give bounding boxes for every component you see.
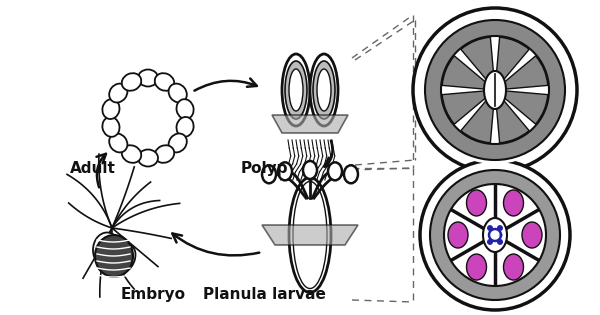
Circle shape <box>427 167 563 303</box>
Ellipse shape <box>93 232 121 267</box>
Ellipse shape <box>100 237 125 269</box>
Circle shape <box>420 160 570 310</box>
Ellipse shape <box>155 145 174 163</box>
Ellipse shape <box>115 245 136 273</box>
Polygon shape <box>262 225 358 245</box>
Ellipse shape <box>103 99 119 119</box>
Ellipse shape <box>303 161 317 179</box>
Ellipse shape <box>467 254 487 280</box>
Ellipse shape <box>109 83 127 102</box>
Ellipse shape <box>293 181 327 289</box>
Ellipse shape <box>138 70 158 87</box>
Circle shape <box>497 225 503 231</box>
Circle shape <box>487 225 493 231</box>
Ellipse shape <box>503 190 523 216</box>
Ellipse shape <box>122 145 141 163</box>
Circle shape <box>413 8 577 172</box>
Circle shape <box>441 36 549 144</box>
Ellipse shape <box>483 218 507 252</box>
Circle shape <box>497 239 503 245</box>
Circle shape <box>444 184 546 286</box>
Ellipse shape <box>107 241 130 271</box>
Ellipse shape <box>278 162 292 180</box>
Text: Embryo: Embryo <box>121 287 185 302</box>
Ellipse shape <box>467 190 487 216</box>
Wedge shape <box>442 90 495 124</box>
Ellipse shape <box>522 222 542 248</box>
Circle shape <box>421 16 569 164</box>
Ellipse shape <box>344 165 358 183</box>
Ellipse shape <box>285 61 307 119</box>
Ellipse shape <box>169 134 187 152</box>
Wedge shape <box>495 90 529 143</box>
Ellipse shape <box>317 69 331 111</box>
Ellipse shape <box>109 134 127 152</box>
Ellipse shape <box>95 235 133 277</box>
Wedge shape <box>495 37 529 90</box>
Ellipse shape <box>169 83 187 102</box>
Ellipse shape <box>503 254 523 280</box>
Wedge shape <box>442 56 495 90</box>
Wedge shape <box>495 56 548 90</box>
Ellipse shape <box>289 69 303 111</box>
Text: Planula larvae: Planula larvae <box>203 287 325 302</box>
Ellipse shape <box>122 73 141 91</box>
Ellipse shape <box>262 165 276 183</box>
Ellipse shape <box>289 177 331 293</box>
Wedge shape <box>461 37 495 90</box>
Ellipse shape <box>176 99 194 119</box>
Text: Adult: Adult <box>70 161 116 176</box>
Ellipse shape <box>484 71 506 109</box>
Circle shape <box>425 20 565 160</box>
Wedge shape <box>461 90 495 143</box>
Ellipse shape <box>448 222 468 248</box>
Ellipse shape <box>176 117 194 137</box>
Ellipse shape <box>282 54 310 126</box>
Ellipse shape <box>328 162 342 180</box>
Ellipse shape <box>138 150 158 167</box>
Ellipse shape <box>310 54 338 126</box>
Wedge shape <box>495 90 548 124</box>
Ellipse shape <box>313 61 335 119</box>
Circle shape <box>487 239 493 245</box>
Polygon shape <box>272 115 348 133</box>
Circle shape <box>430 170 560 300</box>
Text: Polyp: Polyp <box>240 161 288 176</box>
Ellipse shape <box>155 73 174 91</box>
Ellipse shape <box>103 117 119 137</box>
